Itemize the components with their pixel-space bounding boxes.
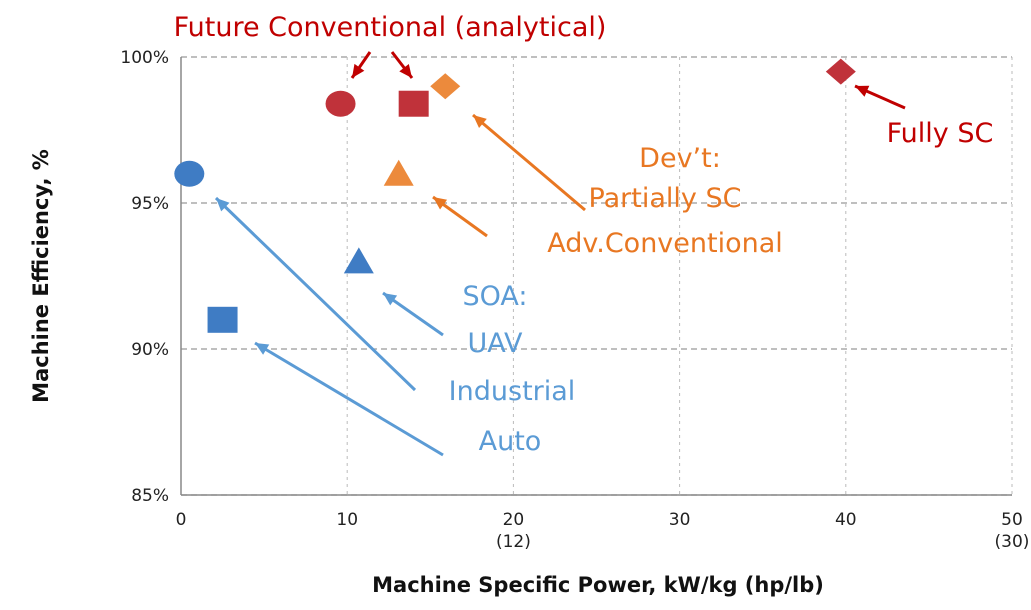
marker (174, 160, 205, 187)
x-tick-label: 10 (336, 510, 358, 530)
arrow-line (214, 196, 417, 392)
arrow-head (255, 343, 270, 355)
x-axis-title: Machine Specific Power, kW/kg (hp/lb) (372, 573, 824, 597)
marker (398, 90, 429, 117)
marker (207, 306, 238, 333)
arrow-head (216, 198, 230, 212)
annotation: UAV (468, 328, 524, 359)
annotation: SOA: (462, 281, 527, 312)
annotation: Dev’t: (639, 143, 721, 174)
x-tick-label: 30 (669, 510, 691, 530)
arrow-head (433, 197, 448, 210)
x-tick-label: 50 (30) (995, 510, 1030, 552)
arrow-head (352, 63, 365, 78)
annotation: Adv.Conventional (547, 228, 783, 259)
y-tick-label: 100% (120, 48, 169, 68)
arrow-line (472, 113, 586, 212)
y-tick-label: 95% (131, 194, 169, 214)
marker (325, 90, 356, 117)
x-tick-label: 20 (12) (496, 510, 531, 552)
annotation: Auto (479, 426, 542, 457)
y-tick-label: 85% (131, 486, 169, 506)
arrow-head (399, 64, 412, 78)
y-axis-title: Machine Efficiency, % (29, 149, 53, 403)
annotation: Future Conventional (analytical) (174, 12, 607, 43)
x-tick-label: 0 (176, 510, 187, 530)
arrow-head (473, 115, 487, 128)
y-tick-label: 90% (131, 340, 169, 360)
arrow-line (254, 341, 444, 457)
annotation: Fully SC (887, 118, 994, 149)
annotation: Partially SC (589, 183, 742, 214)
x-tick-label: 40 (835, 510, 857, 530)
arrow-head (855, 85, 870, 97)
annotation: Industrial (449, 376, 576, 407)
marker (825, 58, 856, 85)
arrow-head (383, 293, 398, 306)
marker (343, 247, 374, 274)
marker (383, 159, 414, 186)
marker (430, 73, 461, 100)
